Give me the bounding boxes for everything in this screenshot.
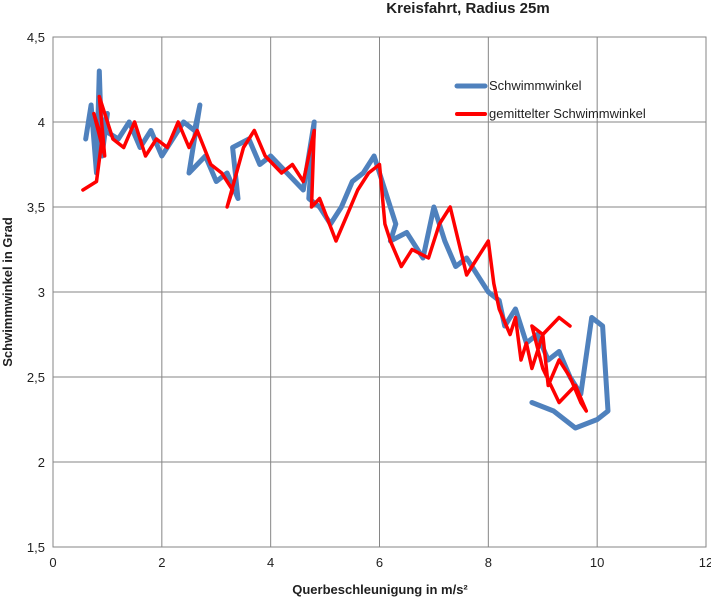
legend: Schwimmwinkel gemittelter Schwimmwinkel xyxy=(454,78,646,121)
y-tick-label: 1,5 xyxy=(27,540,45,555)
x-tick-label: 12 xyxy=(699,555,711,570)
x-tick-label: 4 xyxy=(267,555,274,570)
x-tick-label: 8 xyxy=(485,555,492,570)
y-tick-label: 4 xyxy=(38,115,45,130)
chart-title: Kreisfahrt, Radius 25m xyxy=(386,0,549,17)
y-tick-label: 2,5 xyxy=(27,370,45,385)
y-tick-label: 2 xyxy=(38,455,45,470)
y-tick-label: 3,5 xyxy=(27,200,45,215)
x-tick-label: 6 xyxy=(376,555,383,570)
legend-label-gemittelter: gemittelter Schwimmwinkel xyxy=(489,106,646,121)
series-line-gemittelter-schwimmwinkel xyxy=(81,94,589,413)
legend-label-schwimmwinkel: Schwimmwinkel xyxy=(489,78,582,93)
y-tick-label: 4,5 xyxy=(27,30,45,45)
series-layer xyxy=(81,68,611,431)
y-axis-label: Schwimmwinkel in Grad xyxy=(0,217,15,367)
series-line-schwimmwinkel xyxy=(83,68,611,431)
y-tick-labels: 1,5 2 2,5 3 3,5 4 4,5 xyxy=(27,30,45,555)
y-tick-label: 3 xyxy=(38,285,45,300)
x-axis-label: Querbeschleunigung in m/s² xyxy=(292,582,468,597)
x-tick-label: 0 xyxy=(49,555,56,570)
x-tick-label: 10 xyxy=(590,555,604,570)
x-tick-label: 2 xyxy=(158,555,165,570)
plot-area-border xyxy=(52,36,707,548)
x-tick-labels: 0 2 4 6 8 10 12 xyxy=(49,555,711,570)
